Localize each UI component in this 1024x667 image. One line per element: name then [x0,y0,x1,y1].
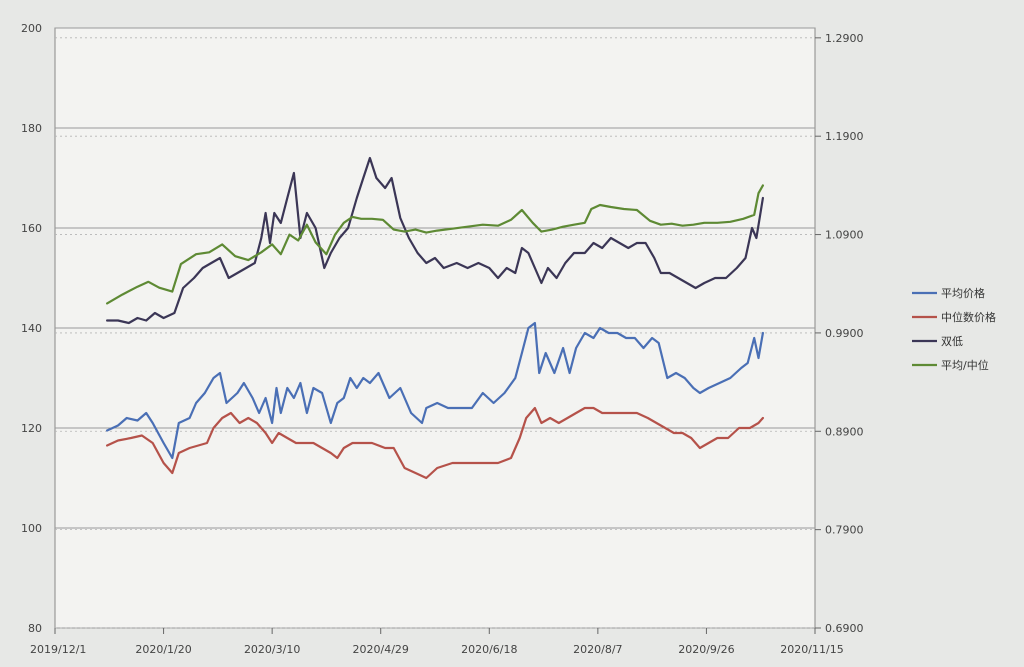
x-axis-tick-label: 2020/6/18 [461,643,517,656]
right-axis-tick-label: 0.7900 [825,524,864,537]
left-axis-tick-label: 200 [21,22,42,35]
right-axis-tick-label: 0.6900 [825,622,864,635]
right-axis-tick-label: 1.1900 [825,130,864,143]
series-line-1 [105,406,765,480]
right-axis-tick-label: 1.2900 [825,32,864,45]
series-line-0 [105,321,765,460]
left-axis-tick-label: 140 [21,322,42,335]
series-line-2 [105,156,765,325]
x-axis-tick-label: 2020/8/7 [573,643,622,656]
left-axis: 80 100 120 140 160 180 200 [21,22,42,635]
left-axis-tick-label: 80 [28,622,42,635]
x-axis-tick-label: 2019/12/1 [30,643,86,656]
legend-label-3: 平均/中位 [941,358,989,372]
right-axis-tick-label: 0.9900 [825,327,864,340]
right-axis-tick-label: 1.0900 [825,229,864,242]
x-axis-tick-label: 2020/3/10 [244,643,300,656]
left-axis-tick-label: 100 [21,522,42,535]
x-axis: 2019/12/1 2020/1/20 2020/3/10 2020/4/29 2020… [30,628,844,656]
x-axis-tick-label: 2020/1/20 [135,643,191,656]
x-axis-tick-label: 2020/9/26 [678,643,734,656]
right-axis: 0.6900 0.7900 0.8900 0.9900 1.0900 1.1900 1.29… [815,32,864,635]
legend-label-2: 双低 [941,335,963,348]
left-axis-tick-label: 180 [21,122,42,135]
x-axis-tick-label: 2020/11/15 [780,643,843,656]
legend-label-0: 平均价格 [941,286,985,300]
x-axis-tick-label: 2020/4/29 [353,643,409,656]
series-lines [105,156,765,480]
gridlines [55,27,815,629]
series-line-3 [105,184,765,305]
legend-label-1: 中位数价格 [941,310,996,324]
left-axis-tick-label: 160 [21,222,42,235]
left-axis-tick-label: 120 [21,422,42,435]
right-axis-tick-label: 0.8900 [825,425,864,438]
